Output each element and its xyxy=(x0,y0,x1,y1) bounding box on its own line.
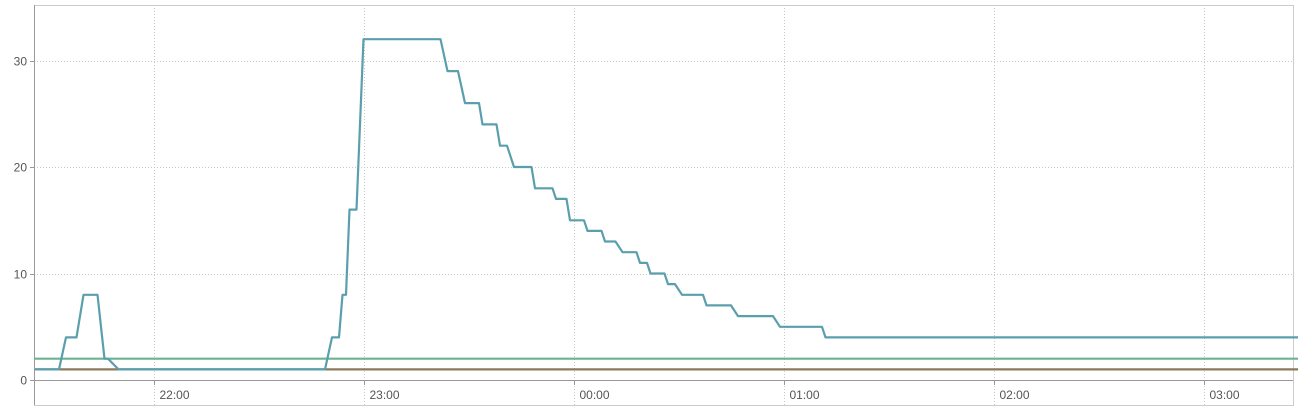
x-tick-label: 23:00 xyxy=(370,388,400,402)
series-line-1 xyxy=(34,38,1298,371)
x-tick-label: 22:00 xyxy=(160,388,190,402)
plot-frame xyxy=(34,5,1294,406)
x-tick-label: 02:00 xyxy=(1000,388,1030,402)
x-tick-label: 01:00 xyxy=(790,388,820,402)
grid xyxy=(34,5,1293,405)
x-tick-label: 03:00 xyxy=(1210,388,1240,402)
y-tick-label: 10 xyxy=(14,268,28,282)
x-tick-label: 00:00 xyxy=(580,388,610,402)
y-tick-label: 20 xyxy=(14,161,28,175)
y-tick-label: 0 xyxy=(20,374,27,388)
y-tick-label: 30 xyxy=(14,55,28,69)
series-layer xyxy=(34,38,1298,371)
axes: 0 10 20 30 22:00 23:00 00:00 01:00 02:00 03:00 xyxy=(14,5,1293,405)
